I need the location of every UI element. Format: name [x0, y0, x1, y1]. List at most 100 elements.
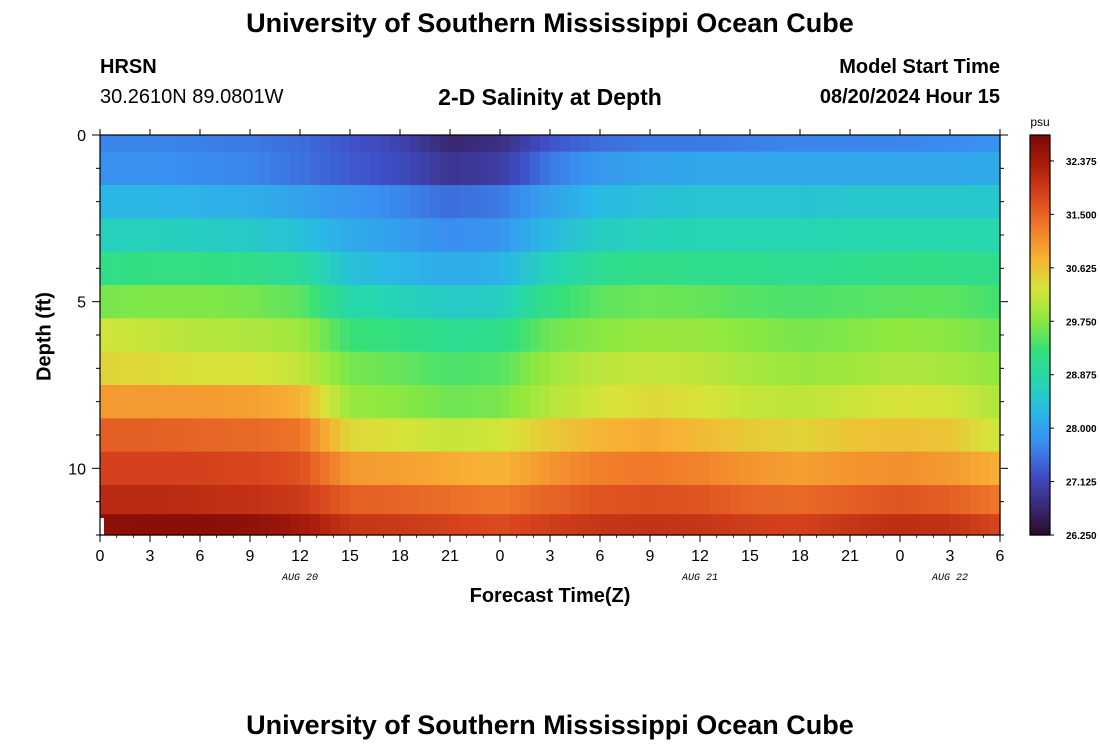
heatmap-cell	[320, 251, 331, 286]
colorbar-segment	[1030, 485, 1050, 489]
heatmap-cell	[190, 451, 201, 486]
heatmap-cell	[100, 318, 111, 353]
heatmap-cell	[590, 285, 601, 319]
heatmap-cell	[500, 151, 511, 186]
heatmap-cell	[520, 185, 531, 219]
heatmap-cell	[530, 385, 541, 419]
heatmap-cell	[280, 418, 291, 453]
heatmap-cell	[810, 251, 821, 286]
heatmap-cell	[250, 485, 261, 515]
heatmap-cell	[360, 485, 371, 515]
colorbar-segment	[1030, 351, 1050, 356]
heatmap-cell	[420, 485, 431, 515]
heatmap-cell	[170, 485, 181, 515]
heatmap-cell	[120, 285, 131, 319]
heatmap-cell	[900, 351, 911, 386]
heatmap-cell	[200, 185, 211, 219]
heatmap-cell	[800, 135, 811, 153]
heatmap-cell	[590, 485, 601, 515]
heatmap-cell	[450, 251, 461, 286]
heatmap-cell	[540, 151, 551, 186]
heatmap-cell	[140, 514, 151, 536]
colorbar-segment	[1030, 395, 1050, 399]
heatmap-cell	[380, 485, 391, 515]
colorbar-segment	[1030, 455, 1050, 459]
heatmap-cell	[700, 185, 711, 219]
heatmap-cell	[600, 514, 611, 536]
heatmap-cell	[800, 151, 811, 186]
heatmap-cell	[760, 135, 771, 153]
heatmap-cell	[210, 385, 221, 419]
colorbar-tick-label: 28.000	[1066, 424, 1097, 435]
heatmap-cell	[240, 514, 251, 536]
heatmap-cell	[950, 135, 961, 153]
heatmap-cell	[620, 285, 631, 319]
heatmap-cell	[560, 285, 571, 319]
colorbar-segment	[1030, 481, 1050, 486]
heatmap-cell	[660, 351, 671, 386]
heatmap-cell	[860, 285, 871, 319]
heatmap-cell	[240, 351, 251, 386]
heatmap-cell	[910, 218, 921, 253]
heatmap-cell	[460, 385, 471, 419]
colorbar-segment	[1030, 518, 1050, 523]
heatmap-cell	[310, 351, 321, 386]
colorbar-segment	[1030, 345, 1050, 349]
heatmap-cell	[410, 185, 421, 219]
heatmap-cell	[810, 185, 821, 219]
heatmap-cell	[270, 218, 281, 253]
heatmap-cell	[330, 385, 341, 419]
heatmap-cell	[110, 485, 121, 515]
heatmap-cell	[740, 485, 751, 515]
heatmap-cell	[570, 514, 581, 536]
heatmap-cell	[720, 385, 731, 419]
heatmap-cell	[420, 451, 431, 486]
colorbar-segment	[1030, 138, 1050, 143]
heatmap-cell	[760, 318, 771, 353]
heatmap-cell	[580, 285, 591, 319]
heatmap-cell	[400, 251, 411, 286]
heatmap-cell	[100, 485, 111, 515]
heatmap-cell	[340, 251, 351, 286]
colorbar-tick-label: 30.625	[1066, 264, 1097, 275]
heatmap-cell	[680, 151, 691, 186]
heatmap-cell	[380, 514, 391, 536]
heatmap-cell	[690, 485, 701, 515]
heatmap-cell	[650, 385, 661, 419]
heatmap-cell	[200, 285, 211, 319]
heatmap-cell	[680, 451, 691, 486]
colorbar-segment	[1030, 505, 1050, 509]
heatmap-cell	[750, 418, 761, 453]
colorbar-segment	[1030, 205, 1050, 209]
colorbar-segment	[1030, 151, 1050, 156]
heatmap-cell	[730, 418, 741, 453]
heatmap-cell	[650, 514, 661, 536]
colorbar: psu 26.250 27.125 28.000 28.875 29.750 30.625 3…	[1029, 115, 1097, 542]
heatmap-cell	[200, 251, 211, 286]
heatmap-cell	[220, 151, 231, 186]
colorbar-segment	[1030, 458, 1050, 463]
heatmap-cell	[820, 151, 831, 186]
colorbar-segment	[1030, 185, 1050, 189]
colorbar-segment	[1030, 268, 1050, 273]
heatmap-cell	[220, 351, 231, 386]
heatmap-cell	[370, 151, 381, 186]
heatmap-cell	[170, 385, 181, 419]
date-label: AUG 20	[281, 573, 318, 584]
heatmap-cell	[560, 418, 571, 453]
heatmap-cell	[370, 251, 381, 286]
heatmap-cell	[770, 351, 781, 386]
heatmap-cell	[790, 151, 801, 186]
colorbar-segment	[1030, 325, 1050, 329]
colorbar-segment	[1030, 311, 1050, 316]
heatmap-cell	[120, 135, 131, 153]
heatmap-cell	[900, 135, 911, 153]
heatmap-cell	[600, 318, 611, 353]
x-tick-label: 12	[691, 548, 709, 565]
heatmap-cell	[210, 251, 221, 286]
heatmap-cell	[200, 514, 211, 536]
heatmap-cell	[900, 151, 911, 186]
heatmap-cell	[420, 251, 431, 286]
heatmap-cell	[570, 135, 581, 153]
heatmap-cell	[890, 151, 901, 186]
